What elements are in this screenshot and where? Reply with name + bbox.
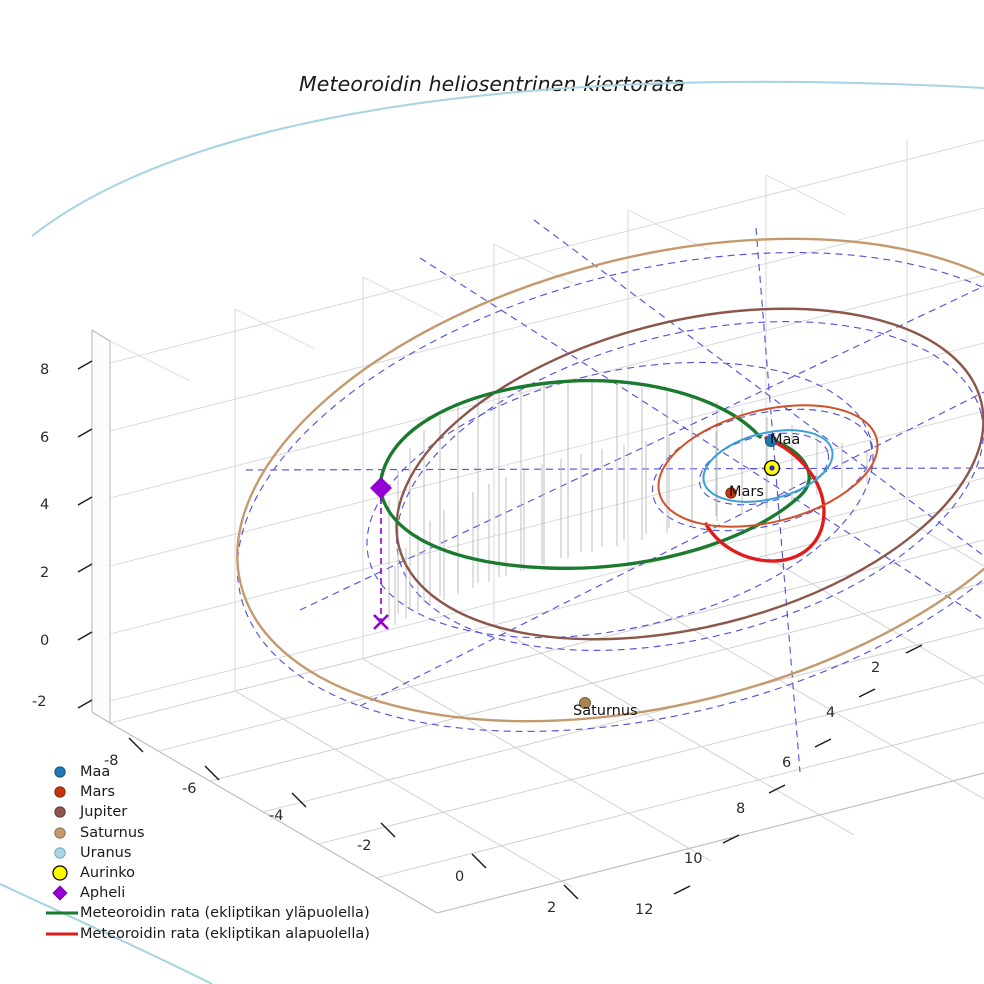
jupiter-marker-icon: [44, 802, 80, 822]
mars-marker-icon: [44, 782, 80, 802]
aphelion-projection-x-marker: [373, 614, 389, 630]
legend-item-apheli: Apheli: [44, 883, 354, 903]
y-tick-2: 2: [871, 660, 881, 676]
orbit-saturn: [236, 237, 984, 723]
page-title: Meteoroidin heliosentrinen kiertorata: [299, 72, 685, 96]
z-tick-4: 4: [40, 497, 50, 513]
orbit-earth: [702, 429, 834, 503]
floor-grid-x: [109, 499, 984, 914]
legend-item-aurinko: Aurinko: [44, 863, 354, 883]
x-tick-neg8: -8: [104, 753, 119, 769]
aphelion-marker-icon: [44, 883, 80, 903]
legend: Maa Mars Jupiter Saturnus Uranus: [44, 762, 370, 944]
orbit-mars: [657, 404, 879, 528]
y-axis-ticks: [673, 644, 923, 895]
y-tick-8: 8: [736, 801, 746, 817]
earth-marker: [764, 434, 778, 448]
saturn-label: Saturnus: [573, 703, 638, 719]
x-tick-2: 2: [547, 900, 557, 916]
meteoroid-orbit-below: [704, 436, 826, 563]
z-tick-2: 2: [40, 565, 50, 581]
sun-marker-icon: [44, 863, 80, 883]
legend-label-orbit-below: Meteoroidin rata (ekliptikan alapuolella…: [80, 925, 370, 942]
legend-item-maa: Maa: [44, 762, 354, 782]
legend-label-aurinko: Aurinko: [80, 865, 136, 882]
saturn-marker: [578, 696, 592, 710]
legend-item-orbit-below: Meteoroidin rata (ekliptikan alapuolella…: [44, 924, 370, 944]
back-wall-z-grid: [109, 139, 984, 702]
aphelion-diamond-marker: [370, 477, 392, 499]
z-tick-6: 6: [40, 430, 50, 446]
meteoroid-orbit-above: [378, 378, 811, 571]
saturn-marker-icon: [44, 823, 80, 843]
legend-label-saturnus: Saturnus: [80, 824, 145, 841]
x-tick-neg4: -4: [269, 808, 284, 824]
axes-panes: [91, 329, 111, 724]
earth-marker-icon: [44, 762, 80, 782]
axis-spines: [91, 329, 984, 914]
z-tick-8: 8: [40, 362, 50, 378]
x-tick-neg2: -2: [357, 838, 372, 854]
mars-marker: [725, 487, 737, 499]
legend-item-saturnus: Saturnus: [44, 823, 354, 843]
legend-item-uranus: Uranus: [44, 843, 354, 863]
legend-label-orbit-above: Meteoroidin rata (ekliptikan yläpuolella…: [80, 905, 370, 922]
y-tick-6: 6: [782, 755, 792, 771]
aphelion-group: [370, 477, 392, 630]
uranus-marker-icon: [44, 843, 80, 863]
sun-core: [769, 465, 775, 471]
legend-label-maa: Maa: [80, 764, 111, 781]
y-tick-10: 10: [684, 851, 703, 867]
legend-item-mars: Mars: [44, 782, 354, 802]
legend-item-orbit-above: Meteoroidin rata (ekliptikan yläpuolella…: [44, 903, 370, 923]
z-tick-neg2: -2: [32, 694, 47, 710]
legend-label-jupiter: Jupiter: [80, 804, 128, 821]
z-axis-ticks: [77, 360, 93, 709]
legend-label-uranus: Uranus: [80, 844, 132, 861]
legend-label-apheli: Apheli: [80, 885, 126, 902]
orbit-uranus: [0, 80, 984, 984]
legend-item-jupiter: Jupiter: [44, 802, 354, 822]
legend-label-mars: Mars: [80, 784, 115, 801]
red-line-icon: [44, 924, 80, 944]
x-tick-0: 0: [455, 869, 465, 885]
y-tick-12: 12: [635, 902, 654, 918]
y-tick-4: 4: [826, 705, 836, 721]
x-tick-neg6: -6: [182, 781, 197, 797]
right-wall-grid: [109, 174, 847, 382]
earth-label: Maa: [770, 432, 801, 448]
z-tick-0: 0: [40, 633, 50, 649]
orbit-jupiter: [395, 307, 984, 641]
green-line-icon: [44, 903, 80, 923]
mars-label: Mars: [729, 484, 764, 500]
body-markers: [578, 434, 781, 710]
x-axis-ticks: [128, 737, 579, 900]
